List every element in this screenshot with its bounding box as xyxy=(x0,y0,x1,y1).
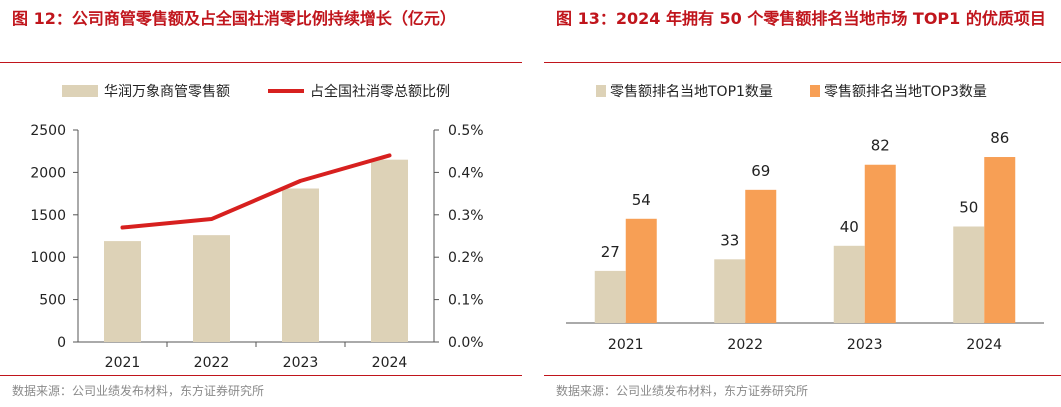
x-tick-label: 2024 xyxy=(372,355,408,371)
left-figure-panel: 图 12：公司商管零售额及占全国社消零比例持续增长（亿元） 华润万象商管零售额 占… xyxy=(0,0,522,407)
y-tick-label: 0 xyxy=(57,335,66,351)
bar-top1-2021 xyxy=(594,270,626,323)
right-source-note: 数据来源：公司业绩发布材料，东方证券研究所 xyxy=(556,384,809,398)
right-bottom-divider xyxy=(544,375,1061,376)
y-tick-label: 1000 xyxy=(30,250,66,266)
bar-retail-sales-2021 xyxy=(104,241,141,342)
bar-retail-sales-2023 xyxy=(282,188,319,342)
bar-top3-2023 xyxy=(864,164,896,323)
data-label-top1: 27 xyxy=(601,243,620,261)
left-title-divider xyxy=(0,62,522,63)
right-figure-panel: 图 13：2024 年拥有 50 个零售额排名当地市场 TOP1 的优质项目 零… xyxy=(544,0,1061,407)
data-label-top1: 40 xyxy=(840,218,859,236)
legend-swatch-retail-sales xyxy=(62,85,98,97)
data-label-top1: 50 xyxy=(959,199,978,217)
x-tick-label: 2022 xyxy=(727,337,763,353)
x-tick-label: 2021 xyxy=(608,337,644,353)
legend-label-top1: 零售额排名当地TOP1数量 xyxy=(610,84,773,100)
left-source-note: 数据来源：公司业绩发布材料，东方证券研究所 xyxy=(12,384,265,398)
bar-retail-sales-2024 xyxy=(371,159,408,342)
left-figure-title: 图 12：公司商管零售额及占全国社消零比例持续增长（亿元） xyxy=(12,9,456,28)
legend-label-retail-sales: 华润万象商管零售额 xyxy=(104,84,230,100)
x-tick-label: 2023 xyxy=(847,337,883,353)
data-label-top1: 33 xyxy=(720,231,739,249)
line-share-of-total xyxy=(120,153,392,230)
left-chart: 华润万象商管零售额 占全国社消零总额比例 0 500 1000 1500 2000 2500 0… xyxy=(30,83,484,371)
bar-top3-2024 xyxy=(984,157,1016,323)
legend-swatch-top1 xyxy=(596,85,606,97)
x-tick-label: 2021 xyxy=(105,355,141,371)
x-tick-label: 2023 xyxy=(283,355,319,371)
y-tick-label: 2000 xyxy=(30,165,66,181)
y2-tick-label: 0.3% xyxy=(448,208,484,224)
data-label-top3: 69 xyxy=(751,162,770,180)
legend-swatch-top3 xyxy=(810,85,820,97)
bar-top3-2021 xyxy=(625,218,657,323)
right-title-divider xyxy=(544,62,1061,63)
left-bottom-divider xyxy=(0,375,522,376)
right-figure-title: 图 13：2024 年拥有 50 个零售额排名当地市场 TOP1 的优质项目 xyxy=(556,9,1046,28)
y2-tick-label: 0.0% xyxy=(448,335,484,351)
data-label-top3: 82 xyxy=(871,137,890,155)
bar-top1-2024 xyxy=(953,226,985,323)
y-tick-label: 500 xyxy=(39,293,66,309)
data-label-top3: 54 xyxy=(632,191,651,209)
y2-tick-label: 0.2% xyxy=(448,250,484,266)
y2-tick-label: 0.1% xyxy=(448,293,484,309)
y2-tick-label: 0.5% xyxy=(448,123,484,139)
bar-top1-2023 xyxy=(833,245,865,323)
data-label-top3: 86 xyxy=(990,129,1009,147)
legend-label-top3: 零售额排名当地TOP3数量 xyxy=(824,84,987,100)
bar-top3-2022 xyxy=(745,189,777,323)
x-tick-label: 2024 xyxy=(966,337,1002,353)
y-tick-label: 1500 xyxy=(30,208,66,224)
y2-tick-label: 0.4% xyxy=(448,165,484,181)
legend-label-share: 占全国社消零总额比例 xyxy=(310,83,450,100)
bar-top1-2022 xyxy=(714,259,746,323)
x-tick-label: 2022 xyxy=(194,355,230,371)
y-tick-label: 2500 xyxy=(30,123,66,139)
bar-retail-sales-2022 xyxy=(193,235,230,342)
right-chart: 零售额排名当地TOP1数量 零售额排名当地TOP3数量 27 54 2021 33 69 20… xyxy=(566,84,1044,353)
